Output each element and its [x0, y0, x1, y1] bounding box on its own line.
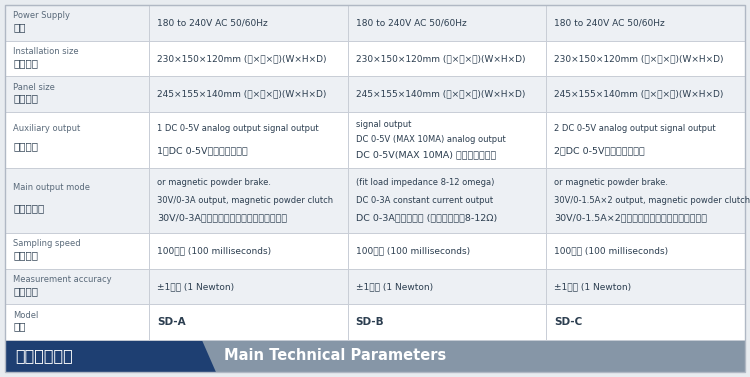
- Text: 180 to 240V AC 50/60Hz: 180 to 240V AC 50/60Hz: [554, 18, 664, 28]
- FancyBboxPatch shape: [5, 112, 745, 167]
- Text: 30V/0-3A output, magnetic powder clutch: 30V/0-3A output, magnetic powder clutch: [158, 196, 334, 205]
- FancyBboxPatch shape: [5, 304, 745, 340]
- Text: 2路DC 0-5V模拟量信号输出: 2路DC 0-5V模拟量信号输出: [554, 146, 645, 155]
- Text: 230×150×120mm (宽×高×深)(W×H×D): 230×150×120mm (宽×高×深)(W×H×D): [158, 54, 327, 63]
- FancyBboxPatch shape: [5, 340, 745, 372]
- Text: 100毫秒 (100 milliseconds): 100毫秒 (100 milliseconds): [158, 246, 272, 255]
- Text: signal output: signal output: [356, 121, 411, 129]
- Text: 辅助输出: 辅助输出: [13, 141, 38, 152]
- Text: SD-C: SD-C: [554, 317, 582, 327]
- Text: 采样速度: 采样速度: [13, 250, 38, 260]
- Text: 1 DC 0-5V analog output signal output: 1 DC 0-5V analog output signal output: [158, 124, 319, 133]
- Text: 100毫秒 (100 milliseconds): 100毫秒 (100 milliseconds): [356, 246, 470, 255]
- Text: 245×155×140mm (宽×高×深)(W×H×D): 245×155×140mm (宽×高×深)(W×H×D): [356, 90, 525, 99]
- Text: Measurement accuracy: Measurement accuracy: [13, 275, 112, 284]
- Text: DC 0-3A恒电流输出 (适配负载阻抗8-12Ω): DC 0-3A恒电流输出 (适配负载阻抗8-12Ω): [356, 213, 496, 222]
- Text: 245×155×140mm (宽×高×深)(W×H×D): 245×155×140mm (宽×高×深)(W×H×D): [158, 90, 327, 99]
- Text: (fit load impedance 8-12 omega): (fit load impedance 8-12 omega): [356, 178, 494, 187]
- Text: 安装尺寸: 安装尺寸: [13, 58, 38, 68]
- Text: Model: Model: [13, 311, 38, 320]
- FancyBboxPatch shape: [5, 77, 745, 112]
- Polygon shape: [5, 340, 216, 372]
- Text: Main Technical Parameters: Main Technical Parameters: [224, 348, 446, 363]
- Text: ±1牛顿 (1 Newton): ±1牛顿 (1 Newton): [554, 282, 631, 291]
- FancyBboxPatch shape: [5, 167, 745, 233]
- Text: 245×155×140mm (宽×高×深)(W×H×D): 245×155×140mm (宽×高×深)(W×H×D): [554, 90, 723, 99]
- FancyBboxPatch shape: [5, 233, 745, 269]
- Text: ±1牛顿 (1 Newton): ±1牛顿 (1 Newton): [158, 282, 235, 291]
- Text: 100毫秒 (100 milliseconds): 100毫秒 (100 milliseconds): [554, 246, 668, 255]
- Text: 电源: 电源: [13, 22, 26, 32]
- Text: 主输出方式: 主输出方式: [13, 203, 44, 213]
- Text: 主要技术参数: 主要技术参数: [15, 348, 73, 363]
- FancyBboxPatch shape: [5, 269, 745, 304]
- Text: or magnetic powder brake.: or magnetic powder brake.: [554, 178, 668, 187]
- Text: 型号: 型号: [13, 322, 26, 331]
- Text: SD-A: SD-A: [158, 317, 186, 327]
- Text: DC 0-5V(MAX 10MA) 模拟量信号输出: DC 0-5V(MAX 10MA) 模拟量信号输出: [356, 150, 496, 159]
- Text: 180 to 240V AC 50/60Hz: 180 to 240V AC 50/60Hz: [158, 18, 268, 28]
- Text: DC 0-5V (MAX 10MA) analog output: DC 0-5V (MAX 10MA) analog output: [356, 135, 506, 144]
- Text: 30V/0-1.5A×2 output, magnetic powder clutch: 30V/0-1.5A×2 output, magnetic powder clu…: [554, 196, 750, 205]
- FancyBboxPatch shape: [5, 5, 745, 41]
- Text: SD-B: SD-B: [356, 317, 384, 327]
- Text: Installation size: Installation size: [13, 47, 79, 56]
- Text: Power Supply: Power Supply: [13, 11, 70, 20]
- Text: Main output mode: Main output mode: [13, 183, 90, 192]
- Text: 测量精度: 测量精度: [13, 286, 38, 296]
- Text: 180 to 240V AC 50/60Hz: 180 to 240V AC 50/60Hz: [356, 18, 466, 28]
- Text: 1路DC 0-5V模拟量信号输出: 1路DC 0-5V模拟量信号输出: [158, 146, 248, 155]
- Text: 30V/0-3A输出，接磁粉离合器或磁粉制动器: 30V/0-3A输出，接磁粉离合器或磁粉制动器: [158, 213, 287, 222]
- Text: Panel size: Panel size: [13, 83, 55, 92]
- Text: 30V/0-1.5A×2输出，接磁粉离合器或磁粉制动器: 30V/0-1.5A×2输出，接磁粉离合器或磁粉制动器: [554, 213, 707, 222]
- Text: 2 DC 0-5V analog output signal output: 2 DC 0-5V analog output signal output: [554, 124, 716, 133]
- Text: 230×150×120mm (宽×高×深)(W×H×D): 230×150×120mm (宽×高×深)(W×H×D): [554, 54, 724, 63]
- FancyBboxPatch shape: [5, 41, 745, 77]
- Text: DC 0-3A constant current output: DC 0-3A constant current output: [356, 196, 493, 205]
- Text: 面板尺寸: 面板尺寸: [13, 93, 38, 103]
- Text: 230×150×120mm (宽×高×深)(W×H×D): 230×150×120mm (宽×高×深)(W×H×D): [356, 54, 525, 63]
- Text: Sampling speed: Sampling speed: [13, 239, 81, 248]
- Text: or magnetic powder brake.: or magnetic powder brake.: [158, 178, 272, 187]
- Text: Auxiliary output: Auxiliary output: [13, 124, 80, 133]
- Text: ±1牛顿 (1 Newton): ±1牛顿 (1 Newton): [356, 282, 433, 291]
